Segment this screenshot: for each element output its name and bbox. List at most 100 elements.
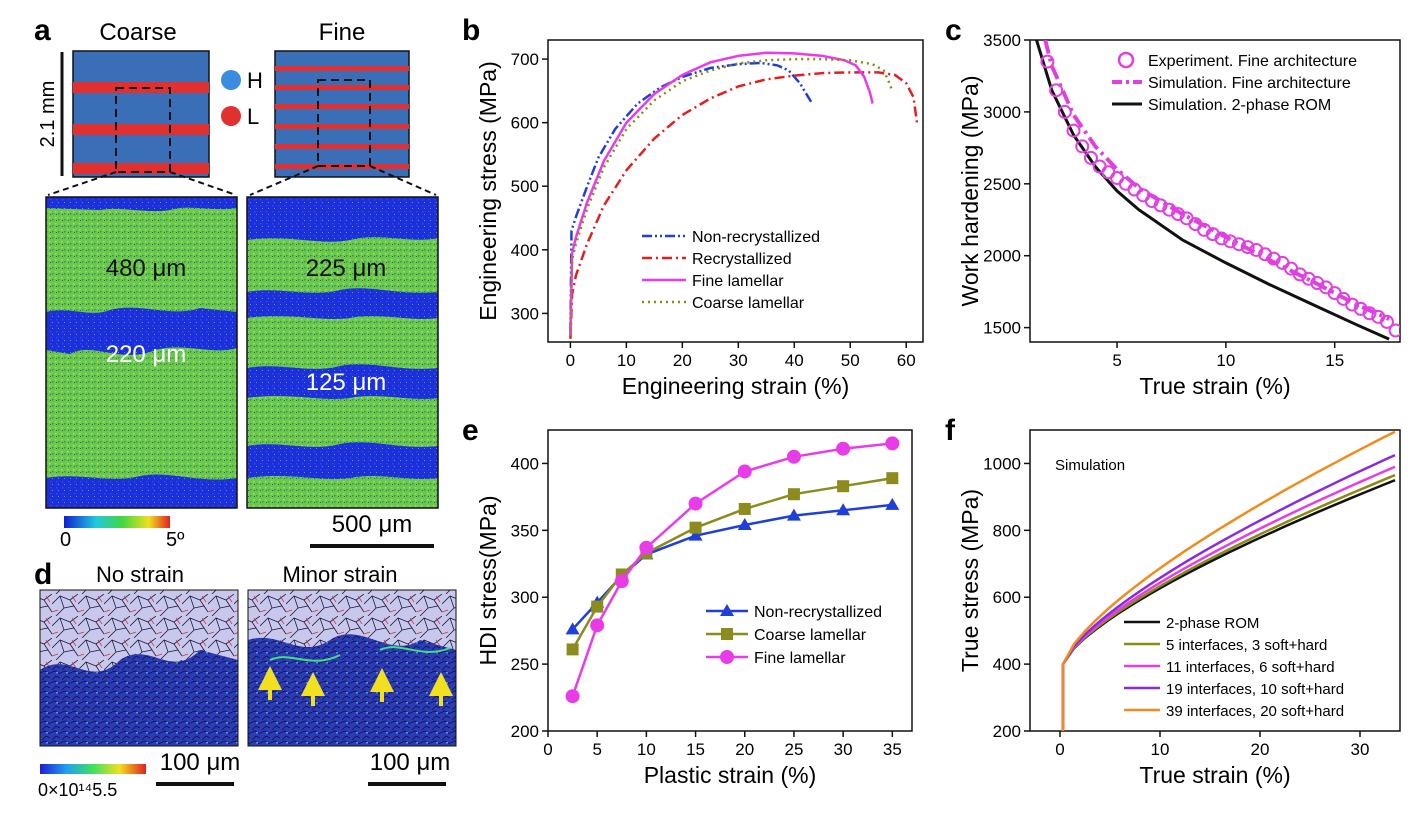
y-tick-label: 700 bbox=[511, 50, 539, 69]
x-tick-label: 30 bbox=[834, 740, 853, 759]
vertical-scale-label: 2.1 mm bbox=[37, 81, 59, 148]
colorbar-gnd-label: 0×10¹⁴5.5 bbox=[38, 780, 117, 800]
legend-marker bbox=[720, 604, 734, 616]
data-point-circle bbox=[737, 464, 752, 479]
x-tick-label: 60 bbox=[897, 351, 916, 370]
coarse-hard-width: 480 μm bbox=[106, 255, 187, 282]
colorbar-gnd bbox=[40, 764, 146, 774]
coarse-schematic bbox=[72, 50, 210, 178]
data-point-experiment bbox=[1075, 139, 1090, 154]
panel-letter-a: a bbox=[34, 14, 51, 47]
colorbar-misorientation bbox=[64, 516, 170, 528]
chart-b: 0 10 20 30 40 50 60 300 400 500 600 700 Engineering … bbox=[475, 39, 924, 399]
fine-title: Fine bbox=[319, 19, 366, 46]
data-point-experiment bbox=[1379, 314, 1394, 329]
colorbar-max-label: 5º bbox=[166, 529, 185, 551]
data-point-triangle bbox=[885, 497, 900, 510]
y-axis-label: HDI stress(MPa) bbox=[475, 496, 501, 666]
x-tick-label: 10 bbox=[1151, 740, 1170, 759]
x-tick-label: 25 bbox=[784, 740, 803, 759]
series-line-coarse-lamellar bbox=[571, 476, 893, 651]
legend-soft-dot bbox=[221, 106, 241, 126]
data-point-triangle bbox=[737, 517, 752, 530]
data-point-triangle bbox=[836, 503, 851, 516]
data-point-triangle bbox=[688, 528, 703, 541]
data-point-experiment bbox=[1388, 323, 1400, 338]
x-tick-label: 10 bbox=[1216, 351, 1235, 370]
legend-label: Fine lamellar bbox=[692, 273, 784, 290]
y-tick-label: 200 bbox=[511, 722, 539, 741]
colorbar-min-label: 0 bbox=[60, 529, 71, 551]
legend-swatch bbox=[1117, 51, 1135, 69]
y-tick-label: 1500 bbox=[983, 319, 1021, 338]
data-point-square bbox=[837, 480, 850, 493]
plot-frame bbox=[547, 39, 924, 343]
data-point-experiment bbox=[1040, 54, 1055, 69]
y-tick-label: 1000 bbox=[983, 454, 1021, 473]
y-tick-label: 300 bbox=[511, 304, 539, 323]
data-point-square bbox=[689, 521, 702, 534]
y-tick-label: 200 bbox=[993, 722, 1021, 741]
fine-micrograph: 225 μm 125 μm bbox=[246, 196, 439, 509]
zoom-line bbox=[47, 171, 117, 196]
y-tick-label: 300 bbox=[511, 588, 539, 607]
data-point-experiment bbox=[1231, 237, 1246, 252]
series-line-1 bbox=[1061, 473, 1396, 731]
y-tick-label: 2500 bbox=[983, 175, 1021, 194]
x-tick-label: 0 bbox=[566, 351, 575, 370]
legend-label: 5 interfaces, 3 soft+hard bbox=[1166, 637, 1327, 654]
legend-marker bbox=[721, 628, 733, 640]
panel-letter-f: f bbox=[945, 414, 956, 447]
data-point-square bbox=[787, 488, 800, 501]
data-point-circle bbox=[885, 436, 900, 451]
chart-f: 0 10 20 30 200 400 600 800 1000 True strain (%) Tr… bbox=[957, 429, 1401, 788]
panel-a: a Coarse Fine 2.1 mm H L bbox=[34, 14, 439, 551]
data-point-experiment bbox=[1049, 83, 1064, 98]
legend-label: Simulation. 2-phase ROM bbox=[1148, 97, 1331, 114]
panel-d: d No strain Minor strain 100 μm 100 μm 0… bbox=[34, 558, 457, 800]
legend-label: 19 interfaces, 10 soft+hard bbox=[1166, 681, 1344, 698]
y-axis-label: Work hardening (MPa) bbox=[957, 76, 983, 307]
series-line-fine-lamellar bbox=[569, 51, 874, 336]
x-tick-label: 0 bbox=[1055, 740, 1064, 759]
series-line-4 bbox=[1061, 430, 1396, 731]
plot-area bbox=[1035, 40, 1400, 341]
panel-letter-b: b bbox=[462, 14, 480, 47]
data-point-experiment bbox=[1101, 165, 1116, 180]
panel-letter-d: d bbox=[34, 558, 52, 591]
legend-label: Fine lamellar bbox=[754, 650, 846, 667]
data-point-square bbox=[591, 600, 604, 613]
data-point-experiment bbox=[1362, 306, 1377, 321]
x-axis-label: True strain (%) bbox=[1139, 762, 1290, 788]
scalebar-right-label: 100 μm bbox=[370, 749, 451, 776]
y-tick-label: 3500 bbox=[983, 31, 1021, 50]
legend-marker bbox=[720, 650, 734, 664]
x-tick-label: 30 bbox=[729, 351, 748, 370]
x-axis-label: Engineering strain (%) bbox=[622, 373, 850, 399]
chart-annotation: Simulation bbox=[1055, 457, 1125, 474]
x-tick-label: 20 bbox=[673, 351, 692, 370]
plot-area bbox=[569, 51, 919, 339]
legend-label: Simulation. Fine architecture bbox=[1148, 75, 1351, 92]
legend-label: 39 interfaces, 20 soft+hard bbox=[1166, 703, 1344, 720]
no-strain-micrograph bbox=[39, 589, 239, 747]
y-tick-label: 400 bbox=[511, 241, 539, 260]
chart-e: 0 5 10 15 20 25 30 35 200 250 300 350 400 Plastic str… bbox=[475, 429, 913, 788]
x-tick-label: 40 bbox=[785, 351, 804, 370]
plot-area bbox=[565, 436, 900, 704]
data-point-triangle bbox=[565, 622, 580, 635]
data-point-circle bbox=[688, 496, 703, 511]
x-tick-label: 10 bbox=[617, 351, 636, 370]
legend-hard-label: H bbox=[247, 68, 263, 93]
x-tick-label: 5 bbox=[1112, 351, 1121, 370]
data-point-experiment bbox=[1118, 176, 1133, 191]
data-point-experiment bbox=[1214, 231, 1229, 246]
legend-hard-dot bbox=[221, 70, 241, 90]
y-tick-label: 600 bbox=[511, 114, 539, 133]
data-point-circle bbox=[639, 540, 654, 555]
y-tick-label: 400 bbox=[511, 454, 539, 473]
data-point-square bbox=[566, 643, 579, 656]
legend-label: Experiment. Fine architecture bbox=[1148, 53, 1357, 70]
x-tick-label: 50 bbox=[841, 351, 860, 370]
